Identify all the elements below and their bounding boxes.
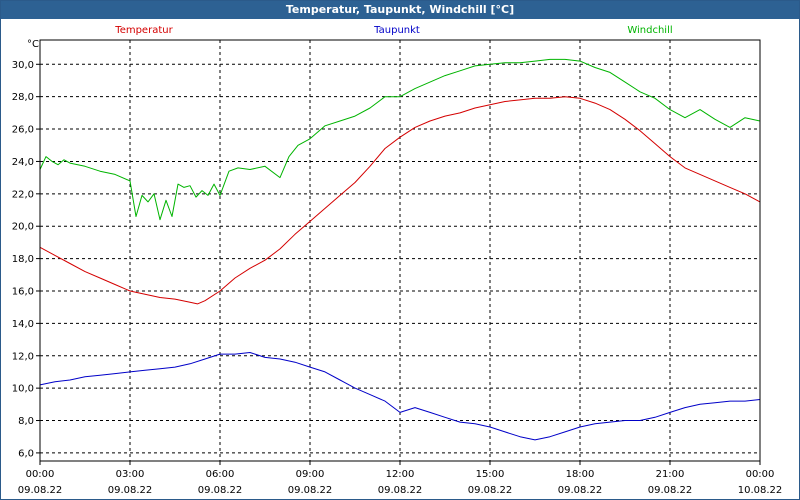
- y-tick-label: 8,0: [18, 416, 34, 427]
- legend-taupunkt: Taupunkt: [373, 25, 420, 36]
- x-tick-date-label: 10.08.22: [738, 485, 783, 496]
- x-tick-date-label: 09.08.22: [288, 485, 333, 496]
- y-tick-label: 6,0: [18, 448, 34, 459]
- y-tick-label: 16,0: [12, 286, 34, 297]
- x-tick-date-label: 09.08.22: [648, 485, 693, 496]
- x-tick-date-label: 09.08.22: [108, 485, 153, 496]
- x-tick-date-label: 09.08.22: [198, 485, 243, 496]
- y-tick-label: 12,0: [12, 351, 34, 362]
- x-tick-time-label: 03:00: [116, 469, 145, 480]
- x-tick-time-label: 15:00: [476, 469, 505, 480]
- x-tick-date-label: 09.08.22: [378, 485, 423, 496]
- x-tick-date-label: 09.08.22: [468, 485, 513, 496]
- legend-temperatur: Temperatur: [114, 25, 173, 36]
- x-tick-time-label: 18:00: [566, 469, 595, 480]
- x-tick-time-label: 21:00: [656, 469, 685, 480]
- x-tick-date-label: 09.08.22: [18, 485, 63, 496]
- y-tick-label: 30,0: [12, 60, 34, 71]
- x-tick-time-label: 00:00: [26, 469, 55, 480]
- window-title: Temperatur, Taupunkt, Windchill [°C]: [1, 1, 799, 19]
- y-tick-label: 14,0: [12, 319, 34, 330]
- x-tick-time-label: 00:00: [746, 469, 775, 480]
- series-line-temperatur: [39, 96, 761, 305]
- y-tick-label: 26,0: [12, 125, 34, 136]
- legend-windchill: Windchill: [627, 25, 672, 36]
- y-tick-label: 10,0: [12, 384, 34, 395]
- series-line-windchill: [39, 58, 761, 221]
- y-tick-label: 28,0: [12, 92, 34, 103]
- y-tick-label: 24,0: [12, 157, 34, 168]
- series-line-taupunkt: [39, 352, 761, 441]
- x-tick-date-label: 09.08.22: [558, 485, 603, 496]
- x-tick-time-label: 09:00: [296, 469, 325, 480]
- plot-frame: [39, 39, 761, 462]
- y-tick-label: 20,0: [12, 222, 34, 233]
- y-tick-label: 18,0: [12, 254, 34, 265]
- x-tick-time-label: 06:00: [206, 469, 235, 480]
- y-tick-label: 22,0: [12, 189, 34, 200]
- x-tick-time-label: 12:00: [386, 469, 415, 480]
- y-axis-label: °C: [27, 39, 39, 50]
